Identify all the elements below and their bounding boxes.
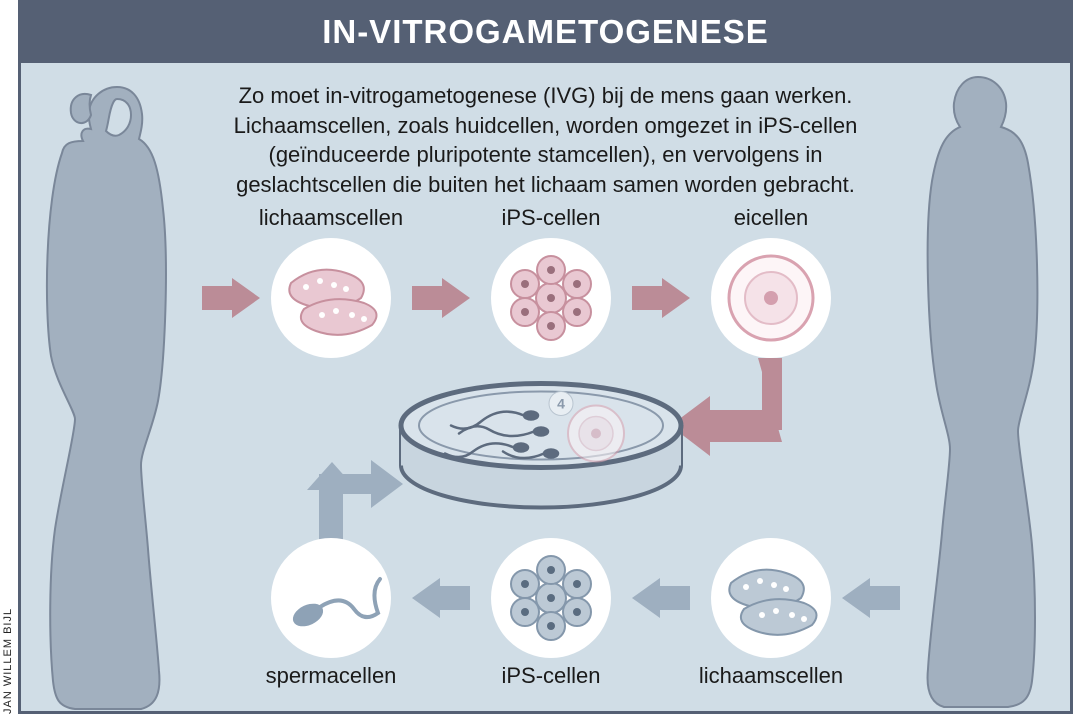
label-lichaamscellen-bottom: lichaamscellen: [681, 663, 861, 689]
cell-spermacellen: [271, 538, 391, 658]
elbow-eicellen-to-dish: [676, 358, 786, 448]
label-eicellen: eicellen: [681, 205, 861, 231]
infographic-frame: IN-VITROGAMETOGENESE Zo moet in-vitrogam…: [18, 0, 1073, 714]
bodycells-icon: [716, 543, 826, 653]
ips-cells-icon: [501, 548, 601, 648]
arrow-bodycells-to-ips-bottom: [632, 578, 690, 618]
label-ips-bottom: iPS-cellen: [461, 663, 641, 689]
petri-dish: 4: [391, 356, 691, 521]
sperm-cell-icon: [276, 543, 386, 653]
label-lichaamscellen-top: lichaamscellen: [241, 205, 421, 231]
cell-bodycells-bottom: [711, 538, 831, 658]
label-spermacellen: spermacellen: [241, 663, 421, 689]
diagram-stage: lichaamscellen iPS-cellen eicellen: [21, 203, 1070, 711]
arrow-male-to-bodycells: [842, 578, 900, 618]
elbow-sperm-to-dish: [311, 458, 391, 548]
arrow-bodycells-to-ips-top: [412, 278, 470, 318]
credit-text: JAN WILLEM BIJL: [2, 608, 14, 714]
title-bar: IN-VITROGAMETOGENESE: [21, 3, 1070, 63]
arrow-ips-to-eicellen: [632, 278, 690, 318]
arrow-female-to-bodycells: [202, 278, 260, 318]
bodycells-icon: [276, 243, 386, 353]
ips-cells-icon: [501, 248, 601, 348]
egg-cell-icon: [721, 248, 821, 348]
arrow-ips-to-sperm: [412, 578, 470, 618]
label-ips-top: iPS-cellen: [461, 205, 641, 231]
cell-ips-bottom: [491, 538, 611, 658]
cell-bodycells-top: [271, 238, 391, 358]
dish-badge-number: 4: [557, 396, 565, 412]
cell-ips-top: [491, 238, 611, 358]
title-text: IN-VITROGAMETOGENESE: [322, 13, 769, 50]
cell-eicellen: [711, 238, 831, 358]
